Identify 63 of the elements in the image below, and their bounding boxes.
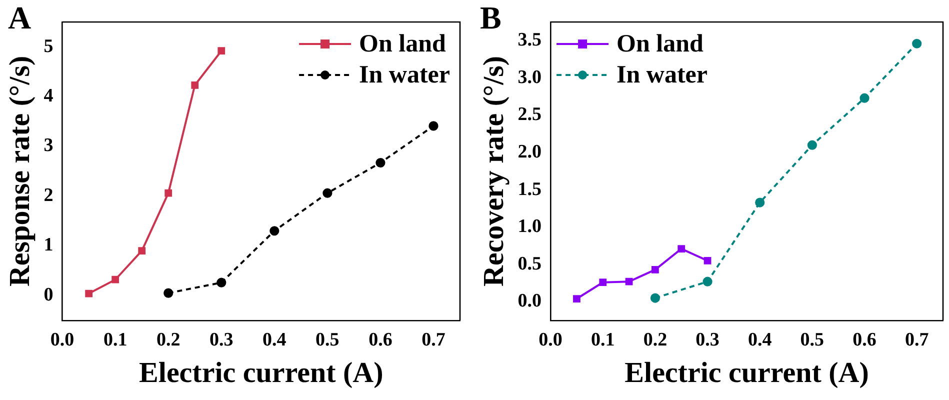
point (270, 226, 280, 236)
y-tick-label: 1.0 (518, 216, 542, 238)
point (112, 276, 120, 284)
chart-title: A (8, 0, 32, 36)
y-tick-label: 5 (44, 36, 54, 57)
point (428, 121, 438, 131)
x-tick-label: 0.7 (422, 330, 446, 351)
legend-label: In water (616, 61, 708, 88)
point (322, 188, 332, 198)
legend-label: In water (359, 61, 450, 88)
y-tick-label: 0.5 (518, 253, 542, 274)
point (678, 245, 686, 252)
y-axis-title: Response rate (°/s) (4, 56, 36, 287)
point (755, 198, 765, 208)
x-tick-label: 0.2 (643, 330, 668, 351)
x-tick-label: 0.3 (210, 330, 234, 351)
point (702, 276, 712, 286)
point (704, 257, 712, 264)
x-tick-label: 0.1 (103, 330, 128, 351)
point (650, 293, 660, 303)
point (599, 278, 607, 286)
point (138, 247, 146, 254)
point (216, 278, 226, 288)
y-tick-label: 0 (44, 284, 54, 306)
point (191, 81, 199, 89)
legend-label: On land (359, 30, 446, 58)
point (85, 290, 92, 298)
chart-title: B (480, 0, 502, 36)
x-tick-label: 0.1 (591, 330, 615, 351)
x-tick-label: 0.6 (368, 330, 392, 351)
y-tick-label: 0.0 (518, 290, 542, 312)
x-tick-label: 0.4 (748, 330, 772, 351)
x-tick-label: 0.4 (262, 330, 287, 351)
x-tick-label: 0.2 (156, 330, 180, 351)
y-axis-title: Recovery rate (°/s) (478, 56, 510, 286)
x-tick-label: 0.3 (696, 330, 720, 351)
x-axis-title: Electric current (A) (624, 357, 869, 390)
point (860, 93, 870, 103)
y-tick-label: 3 (44, 135, 54, 156)
x-tick-label: 0.0 (538, 330, 562, 351)
point (164, 288, 174, 298)
y-tick-label: 1 (44, 234, 54, 256)
x-tick-label: 0.6 (852, 330, 876, 351)
point (912, 38, 922, 48)
legend-label: On land (616, 30, 704, 58)
point (218, 47, 226, 55)
point (652, 266, 659, 274)
point (164, 189, 172, 197)
y-tick-label: 2.5 (518, 104, 542, 126)
y-tick-label: 1.5 (518, 178, 542, 200)
point (807, 140, 817, 150)
x-tick-label: 0.5 (316, 330, 340, 351)
y-tick-label: 2.0 (518, 141, 542, 162)
y-tick-label: 2 (44, 184, 54, 206)
point (573, 295, 580, 302)
x-tick-label: 0.7 (904, 330, 930, 351)
y-tick-label: 3.5 (518, 30, 542, 51)
point (376, 158, 386, 168)
x-tick-label: 0.5 (800, 330, 824, 351)
x-axis-title: Electric current (A) (139, 357, 384, 390)
point (625, 278, 633, 286)
y-tick-label: 3.0 (518, 66, 542, 88)
y-tick-label: 4 (44, 86, 54, 107)
